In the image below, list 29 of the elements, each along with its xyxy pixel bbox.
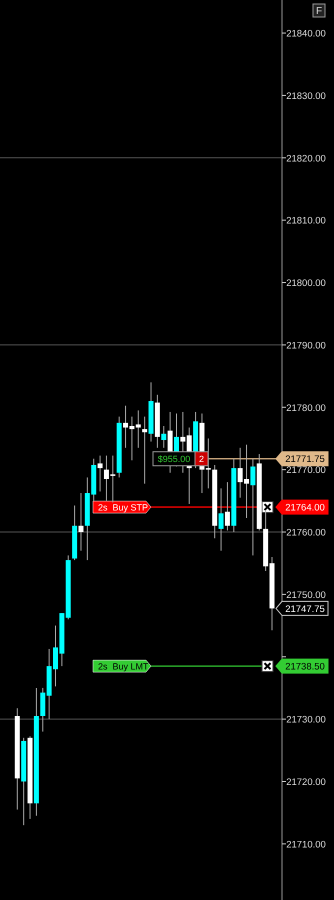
y-tick-label: 21820.00 xyxy=(286,153,326,164)
ref-line-label: 21771.75 xyxy=(285,454,325,466)
y-tick-label: 21710.00 xyxy=(286,839,326,850)
candlestick xyxy=(218,488,224,552)
candlestick xyxy=(98,455,103,492)
text: 21747.75 xyxy=(285,604,325,615)
y-tick-label: 21720.00 xyxy=(286,776,326,788)
annotation: 2s Buy STP xyxy=(98,502,148,513)
y-tick-label: 21730.00 xyxy=(286,714,326,726)
candlestick xyxy=(142,416,148,484)
y-tick-label: 21800.00 xyxy=(286,278,326,290)
annotation: 2 xyxy=(198,454,204,464)
candlestick xyxy=(78,492,84,552)
candlestick xyxy=(224,482,230,531)
y-tick-label: 21790.00 xyxy=(286,340,326,352)
y-tick-label: 21810.00 xyxy=(286,216,326,227)
annotation: 2s Buy LMT xyxy=(98,662,150,672)
candlestick xyxy=(250,458,256,556)
y-tick-label: 21830.00 xyxy=(286,90,326,102)
y-tick-label: 21840.00 xyxy=(286,28,326,40)
ref-line-label: 21738.50 xyxy=(285,662,325,673)
y-tick-label: 21770.00 xyxy=(286,465,326,476)
y-tick-label: 21780.00 xyxy=(286,402,326,414)
y-tick-label: 21750.00 xyxy=(286,590,326,601)
text: F xyxy=(316,6,322,17)
candlestick xyxy=(161,425,166,448)
ref-line-label: 21764.00 xyxy=(285,502,325,514)
annotation: $955.00 xyxy=(158,454,190,464)
y-tick-label: 21760.00 xyxy=(286,528,326,539)
